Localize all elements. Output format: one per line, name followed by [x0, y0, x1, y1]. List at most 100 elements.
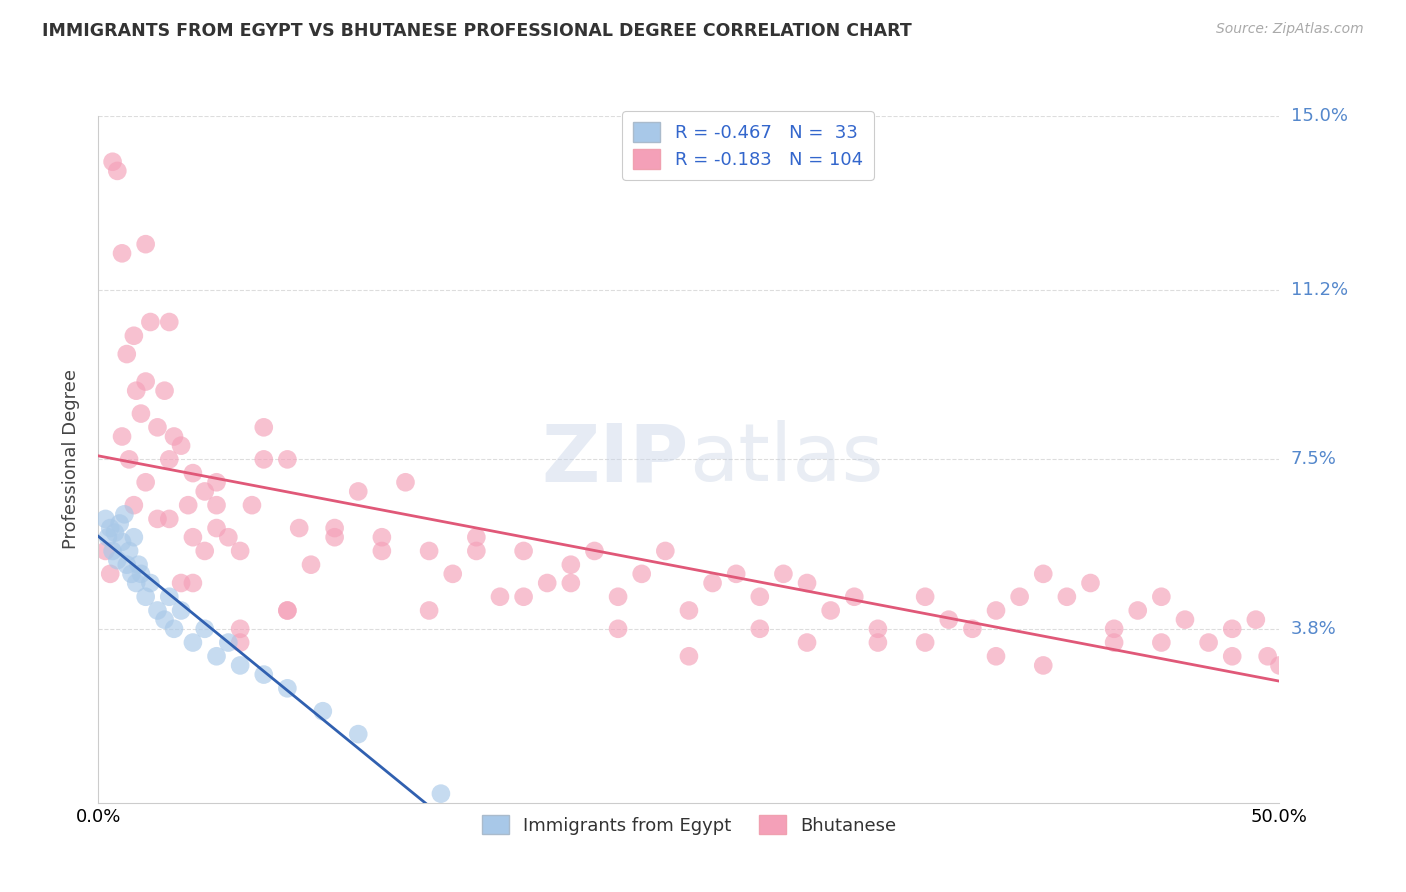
Point [1244, 613, 1267, 627]
Point [1268, 658, 1291, 673]
Point [170, 576, 193, 591]
Point [702, 576, 724, 591]
Point [1150, 590, 1173, 604]
Text: 7.5%: 7.5% [1291, 450, 1337, 468]
Point [240, 498, 263, 512]
Text: 11.2%: 11.2% [1291, 281, 1348, 299]
Point [229, 622, 252, 636]
Y-axis label: Professional Degree: Professional Degree [62, 369, 80, 549]
Point [170, 603, 193, 617]
Point [98, 521, 121, 535]
Point [844, 590, 866, 604]
Point [1102, 635, 1125, 649]
Point [276, 681, 298, 696]
Point [157, 512, 180, 526]
Point [194, 484, 217, 499]
Point [229, 544, 252, 558]
Point [153, 613, 176, 627]
Point [205, 649, 228, 664]
Text: 3.8%: 3.8% [1291, 620, 1336, 638]
Point [984, 603, 1007, 617]
Point [465, 530, 488, 544]
Point [725, 566, 748, 581]
Point [194, 622, 217, 636]
Point [101, 544, 124, 558]
Point [97, 530, 120, 544]
Point [157, 590, 180, 604]
Point [1220, 649, 1243, 664]
Point [111, 246, 134, 260]
Text: atlas: atlas [689, 420, 883, 499]
Point [135, 375, 157, 389]
Point [323, 521, 346, 535]
Point [122, 328, 145, 343]
Point [323, 530, 346, 544]
Point [253, 452, 276, 467]
Point [253, 420, 276, 434]
Point [104, 525, 127, 540]
Point [229, 635, 252, 649]
Point [98, 566, 121, 581]
Point [276, 603, 298, 617]
Point [94, 544, 117, 558]
Point [536, 576, 558, 591]
Point [217, 635, 239, 649]
Point [1174, 613, 1197, 627]
Point [108, 516, 131, 531]
Point [115, 558, 138, 572]
Point [489, 590, 512, 604]
Point [1102, 622, 1125, 636]
Point [153, 384, 176, 398]
Point [177, 498, 200, 512]
Point [654, 544, 676, 558]
Point [105, 164, 128, 178]
Point [560, 558, 582, 572]
Point [583, 544, 606, 558]
Point [128, 558, 150, 572]
Point [205, 521, 228, 535]
Point [1150, 635, 1173, 649]
Point [796, 576, 818, 591]
Point [984, 649, 1007, 664]
Point [135, 590, 157, 604]
Point [288, 521, 311, 535]
Point [229, 658, 252, 673]
Point [135, 475, 157, 490]
Point [111, 534, 134, 549]
Point [253, 667, 276, 681]
Point [678, 603, 700, 617]
Point [122, 498, 145, 512]
Point [938, 613, 960, 627]
Point [146, 512, 169, 526]
Point [139, 315, 162, 329]
Point [748, 622, 770, 636]
Text: ZIP: ZIP [541, 420, 689, 499]
Point [118, 544, 141, 558]
Point [607, 622, 630, 636]
Point [125, 576, 148, 591]
Legend: Immigrants from Egypt, Bhutanese: Immigrants from Egypt, Bhutanese [474, 807, 904, 842]
Text: Source: ZipAtlas.com: Source: ZipAtlas.com [1216, 22, 1364, 37]
Point [105, 553, 128, 567]
Point [441, 566, 464, 581]
Point [115, 347, 138, 361]
Point [394, 475, 416, 490]
Point [299, 558, 322, 572]
Point [512, 590, 534, 604]
Point [157, 315, 180, 329]
Text: 15.0%: 15.0% [1291, 107, 1347, 125]
Point [347, 484, 370, 499]
Point [914, 635, 936, 649]
Point [205, 475, 228, 490]
Point [962, 622, 984, 636]
Point [135, 237, 157, 252]
Point [1126, 603, 1149, 617]
Point [1056, 590, 1078, 604]
Point [607, 590, 630, 604]
Point [866, 622, 889, 636]
Point [418, 603, 440, 617]
Point [1032, 566, 1054, 581]
Point [163, 429, 186, 443]
Point [181, 635, 204, 649]
Point [111, 429, 134, 443]
